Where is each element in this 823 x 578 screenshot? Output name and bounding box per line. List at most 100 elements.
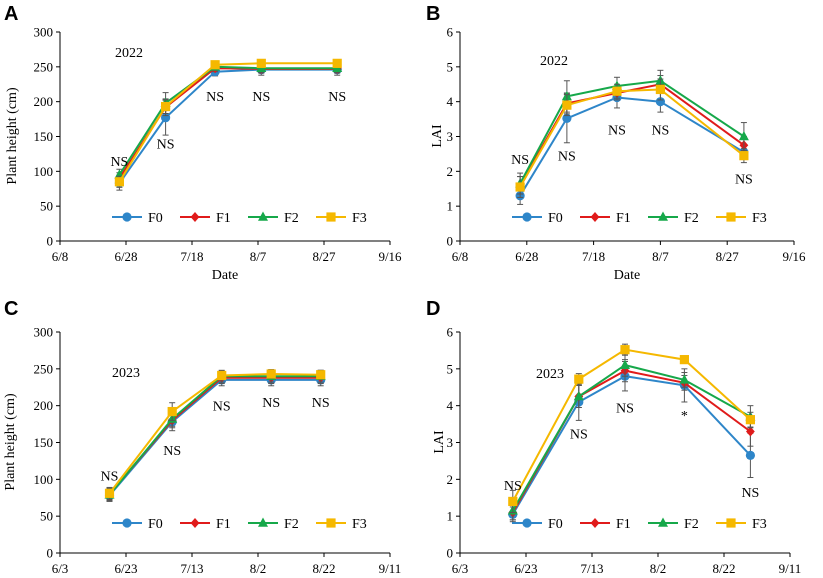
x-tick-label: 7/18 <box>582 249 605 264</box>
panel-b: B 0 1 2 3 4 5 6 6/8 6/28 7/18 8/7 8/27 9/16 Date LAI 202… <box>426 3 806 283</box>
x-tick-label: 8/22 <box>312 561 335 576</box>
x-tick-label: 6/8 <box>452 249 469 264</box>
significance-label: NS <box>252 90 270 105</box>
y-tick-label: 200 <box>34 398 54 413</box>
y-axis-title: Plant height (cm) <box>3 393 18 491</box>
data-point <box>655 97 666 107</box>
significance-label: * <box>681 409 688 424</box>
x-tick-label: 6/23 <box>514 561 537 576</box>
significance-label: NS <box>511 153 529 168</box>
x-tick-label: 8/2 <box>250 561 267 576</box>
y-tick-label: 4 <box>447 94 454 109</box>
series-line <box>519 88 745 188</box>
x-axis-title: Date <box>212 268 238 283</box>
x-tick-label: 8/22 <box>712 561 735 576</box>
y-axis-title: LAI <box>430 124 445 148</box>
series-f0 <box>515 86 749 205</box>
legend-label: F1 <box>616 211 631 226</box>
data-point <box>508 496 518 507</box>
chart-title: 2023 <box>112 366 140 381</box>
y-tick-label: 250 <box>34 59 54 74</box>
legend-marker <box>326 518 336 528</box>
y-axis-title: Plant height (cm) <box>5 87 20 185</box>
y-tick-label: 50 <box>40 509 53 524</box>
significance-label: NS <box>110 155 128 170</box>
y-tick-label: 50 <box>40 199 53 214</box>
series-f3 <box>508 343 755 513</box>
legend-label: F2 <box>684 517 699 532</box>
legend: F0 F1 F2 F3 <box>512 211 767 226</box>
x-tick-label: 6/8 <box>52 249 69 264</box>
y-tick-label: 200 <box>34 94 54 109</box>
x-tick-label: 7/13 <box>580 561 603 576</box>
series-f2 <box>114 61 343 181</box>
legend-label: F2 <box>284 517 299 532</box>
y-tick-label: 0 <box>47 234 54 249</box>
legend-label: F0 <box>148 517 163 532</box>
legend-marker <box>122 518 132 528</box>
data-point <box>679 355 689 365</box>
y-tick-label: 5 <box>447 59 454 74</box>
data-point <box>739 151 749 161</box>
series-line <box>108 376 321 495</box>
data-point <box>574 374 584 384</box>
legend-label: F3 <box>352 211 367 226</box>
y-tick-label: 150 <box>34 129 54 144</box>
legend-label: F3 <box>752 211 767 226</box>
series-line <box>108 378 321 497</box>
data-point <box>738 131 749 141</box>
data-point <box>679 374 690 384</box>
data-point <box>745 450 756 460</box>
series-line <box>108 375 321 496</box>
legend-marker <box>190 518 200 528</box>
legend-label: F0 <box>148 211 163 226</box>
significance-label: NS <box>616 402 634 417</box>
y-tick-label: 6 <box>447 325 454 340</box>
series-line <box>519 96 745 197</box>
significance-label: NS <box>213 400 231 415</box>
significance-label: NS <box>735 172 753 187</box>
x-tick-label: 8/27 <box>716 249 740 264</box>
panel-d: D01234566/36/237/138/28/229/11DateLAI202… <box>426 298 802 576</box>
data-point <box>655 84 665 95</box>
series-f2 <box>104 369 326 502</box>
legend-label: F3 <box>352 517 367 532</box>
x-axis-title: Date <box>614 268 640 283</box>
significance-label: NS <box>651 124 669 139</box>
series-f1 <box>105 371 326 501</box>
legend-marker <box>190 212 200 222</box>
x-tick-label: 6/23 <box>114 561 137 576</box>
panel-letter: D <box>426 298 440 320</box>
legend-label: F0 <box>548 211 563 226</box>
legend-marker <box>258 211 268 221</box>
data-point <box>210 60 220 70</box>
y-tick-label: 2 <box>447 164 454 179</box>
legend-marker <box>522 212 532 222</box>
panel-c: C 0 50 100 150 200 250 300 6/3 6/23 7/13 8/2 8/22 9/1… <box>3 298 401 576</box>
panel-a: A 0 50 100 150 200 250 300 6/8 6/28 7/18 8/7 8/27 9/1… <box>4 3 402 283</box>
significance-label: NS <box>741 486 759 501</box>
y-tick-label: 6 <box>447 25 454 40</box>
significance-label: NS <box>163 444 181 459</box>
data-point <box>316 370 326 380</box>
legend-label: F3 <box>752 517 767 532</box>
y-tick-label: 100 <box>34 472 54 487</box>
y-tick-label: 1 <box>447 199 454 214</box>
y-tick-label: 3 <box>447 435 454 450</box>
series-f3 <box>515 78 749 198</box>
legend-marker <box>658 517 668 527</box>
x-tick-label: 8/7 <box>250 249 267 264</box>
series-f0 <box>104 373 326 502</box>
series-f3 <box>114 58 342 188</box>
chart-title: 2022 <box>115 46 143 61</box>
x-tick-label: 7/18 <box>180 249 203 264</box>
x-tick-label: 9/11 <box>779 561 802 576</box>
significance-label: NS <box>157 137 175 152</box>
data-point <box>746 426 755 437</box>
legend-marker <box>258 517 268 527</box>
panel-letter: B <box>426 3 440 25</box>
significance-label: NS <box>101 470 119 485</box>
legend-label: F2 <box>684 211 699 226</box>
y-tick-label: 3 <box>447 129 454 144</box>
data-point <box>161 101 171 112</box>
